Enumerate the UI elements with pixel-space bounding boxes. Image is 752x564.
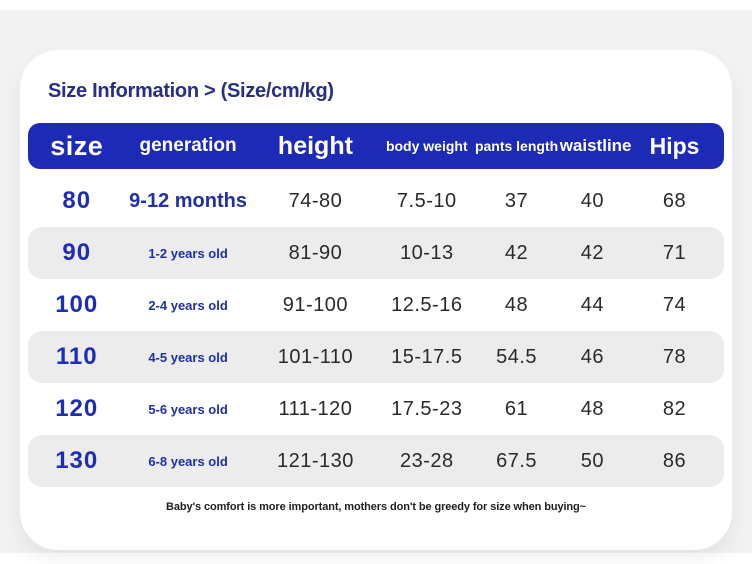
header-cell-size: size bbox=[50, 130, 104, 161]
cell-generation: 6-8 years old bbox=[148, 453, 228, 469]
cell-size: 90 bbox=[62, 239, 92, 266]
cell-height: 101-110 bbox=[277, 345, 354, 368]
header-cell-generation: generation bbox=[139, 135, 237, 156]
cell-body_weight: 23-28 bbox=[399, 449, 454, 472]
table-row: 80 9-12 months 74-80 7.5-10 37 40 68 bbox=[28, 175, 724, 227]
header-cell-height: height bbox=[277, 131, 353, 160]
cell-height: 111-120 bbox=[278, 397, 353, 420]
cell-body_weight: 7.5-10 bbox=[396, 189, 457, 212]
cell-body_weight: 10-13 bbox=[399, 241, 454, 264]
table-header-row: size generation height body weight pants len… bbox=[28, 123, 724, 169]
cell-body_weight: 15-17.5 bbox=[391, 345, 463, 368]
cell-hips: 68 bbox=[662, 189, 687, 212]
cell-height: 81-90 bbox=[288, 241, 343, 264]
cell-generation: 4-5 years old bbox=[148, 349, 228, 365]
cell-size: 110 bbox=[55, 343, 98, 370]
cell-size: 100 bbox=[55, 291, 99, 318]
page-title: Size Information > (Size/cm/kg) bbox=[48, 80, 334, 102]
cell-waistline: 50 bbox=[580, 449, 605, 472]
table-row: 110 4-5 years old 101-110 15-17.5 54.5 46 78 bbox=[28, 331, 724, 383]
cell-pants_length: 42 bbox=[504, 241, 529, 264]
table-row: 130 6-8 years old 121-130 23-28 67.5 50 86 bbox=[28, 435, 724, 487]
table-row: 90 1-2 years old 81-90 10-13 42 42 71 bbox=[28, 227, 724, 279]
cell-generation: 1-2 years old bbox=[148, 245, 228, 261]
cell-waistline: 42 bbox=[580, 241, 605, 264]
cell-waistline: 46 bbox=[580, 345, 605, 368]
cell-generation: 5-6 years old bbox=[148, 401, 228, 417]
cell-size: 80 bbox=[62, 187, 92, 214]
cell-body_weight: 12.5-16 bbox=[391, 293, 463, 316]
cell-size: 120 bbox=[55, 395, 99, 422]
header-cell-pants_length: pants length bbox=[474, 138, 559, 154]
cell-waistline: 44 bbox=[580, 293, 605, 316]
cell-height: 74-80 bbox=[288, 189, 343, 212]
cell-generation: 2-4 years old bbox=[148, 297, 228, 313]
cell-hips: 82 bbox=[662, 397, 687, 420]
cell-pants_length: 67.5 bbox=[496, 449, 538, 472]
cell-pants_length: 48 bbox=[504, 293, 529, 316]
cell-hips: 74 bbox=[662, 293, 687, 316]
cell-generation: 9-12 months bbox=[129, 189, 247, 212]
cell-waistline: 40 bbox=[580, 189, 605, 212]
header-cell-hips: Hips bbox=[649, 132, 700, 159]
cell-height: 91-100 bbox=[282, 293, 349, 316]
cell-pants_length: 37 bbox=[504, 189, 529, 212]
header-cell-waistline: waistline bbox=[559, 136, 632, 155]
footer-note: Baby's comfort is more important, mother… bbox=[166, 501, 586, 513]
cell-size: 130 bbox=[55, 447, 99, 474]
size-info-card: Size Information > (Size/cm/kg) size gene… bbox=[20, 50, 732, 550]
cell-waistline: 48 bbox=[580, 397, 605, 420]
table-row: 100 2-4 years old 91-100 12.5-16 48 44 74 bbox=[28, 279, 724, 331]
cell-hips: 71 bbox=[662, 241, 687, 264]
cell-pants_length: 61 bbox=[504, 397, 529, 420]
cell-hips: 78 bbox=[662, 345, 687, 368]
header-cell-body_weight: body weight bbox=[385, 138, 468, 154]
cell-body_weight: 17.5-23 bbox=[391, 397, 463, 420]
cell-height: 121-130 bbox=[276, 449, 354, 472]
cell-hips: 86 bbox=[662, 449, 687, 472]
cell-pants_length: 54.5 bbox=[496, 345, 538, 368]
table-body: 80 9-12 months 74-80 7.5-10 37 40 68 90 1-2 year… bbox=[28, 175, 724, 487]
table-row: 120 5-6 years old 111-120 17.5-23 61 48 82 bbox=[28, 383, 724, 435]
